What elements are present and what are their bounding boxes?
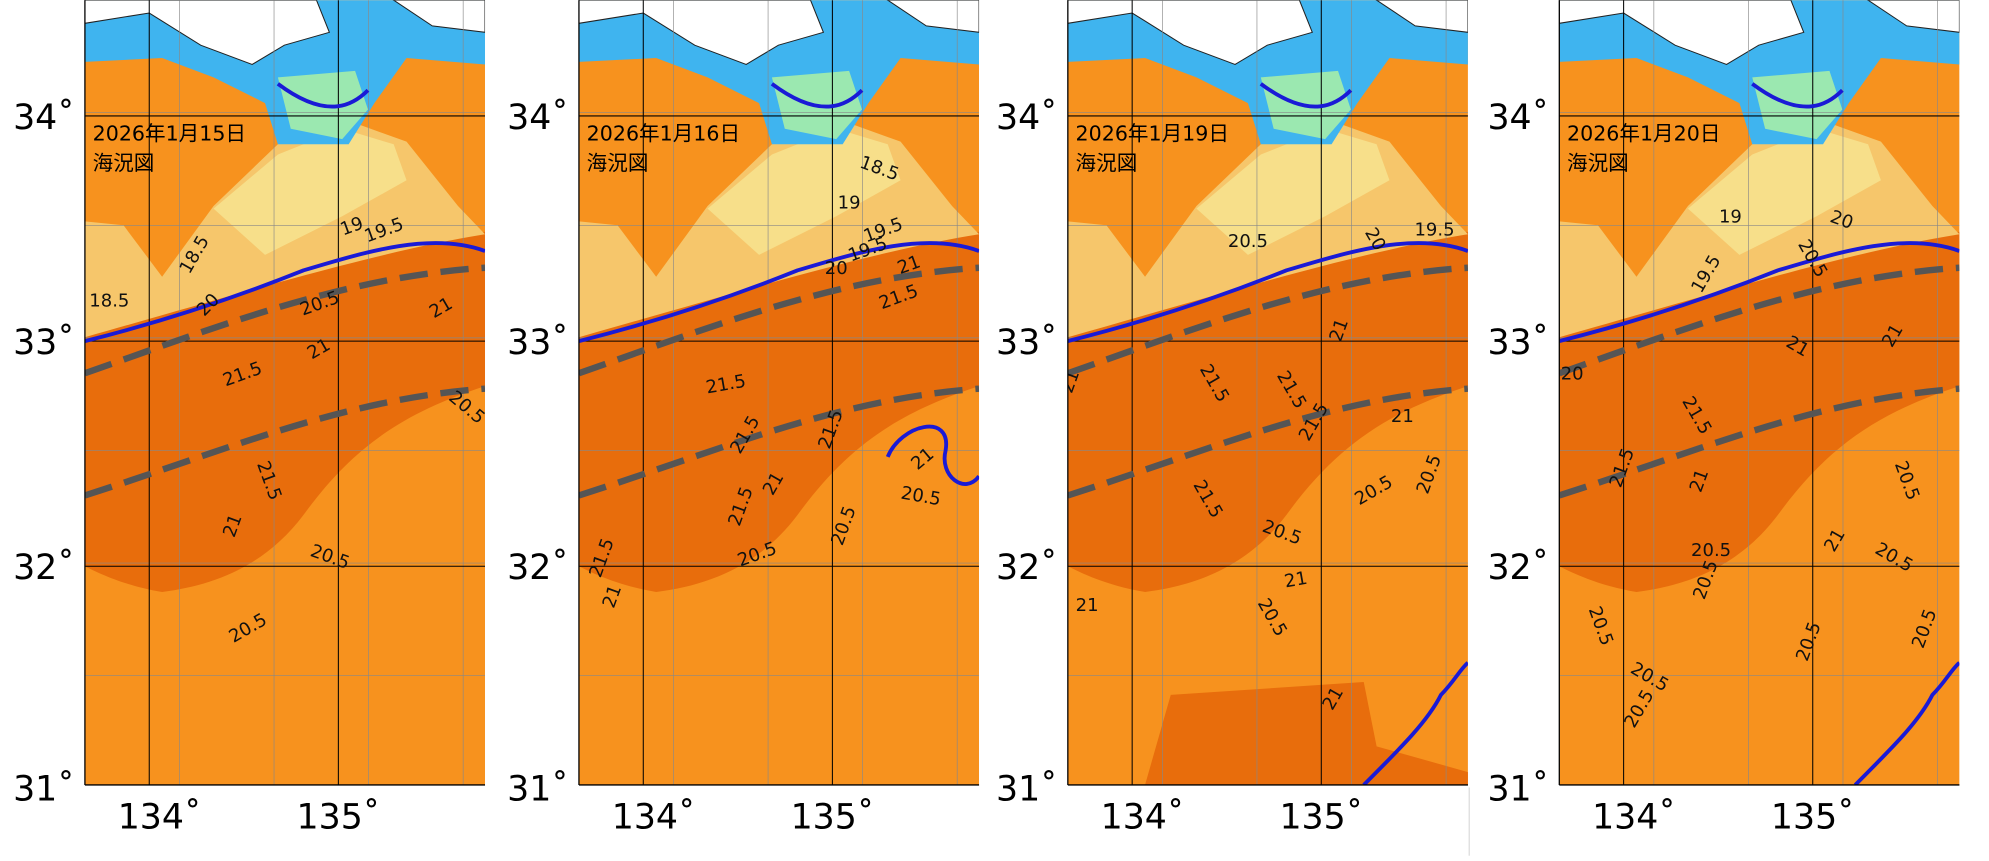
lon-label: 135˚ <box>1279 797 1363 838</box>
front-line <box>1559 241 1960 343</box>
front-line <box>1362 661 1468 785</box>
contour-label: 19 <box>1719 207 1742 228</box>
front-line <box>770 82 864 109</box>
contour-label: 21 <box>1076 595 1099 616</box>
panel-title: 海況図 <box>1076 151 1138 175</box>
lon-label: 134˚ <box>612 797 696 838</box>
panel-date: 2026年1月20日 <box>1567 121 1720 145</box>
front-line <box>276 82 370 109</box>
land <box>1067 0 1313 66</box>
lat-label: 34˚ <box>13 97 75 138</box>
land <box>1559 0 1805 66</box>
sea-cool <box>1687 128 1881 255</box>
lat-label: 33˚ <box>13 322 75 363</box>
lon-label: 135˚ <box>297 797 381 838</box>
contour-label: 21 <box>1391 406 1414 427</box>
panel-date: 2026年1月16日 <box>587 121 740 145</box>
contour-label: 20 <box>1561 364 1584 385</box>
sea-cool <box>213 128 407 255</box>
sea-cold <box>1067 0 1468 145</box>
sea-cold <box>84 0 486 145</box>
panel-title: 海況図 <box>1567 151 1629 175</box>
lat-label: 34˚ <box>996 97 1058 138</box>
land <box>84 0 331 66</box>
lon-label: 135˚ <box>1771 797 1855 838</box>
lat-label: 32˚ <box>1487 547 1549 588</box>
lat-label: 31˚ <box>1487 768 1549 809</box>
front-line <box>1751 82 1844 109</box>
front-line <box>1853 661 1960 785</box>
lat-label: 33˚ <box>1487 322 1549 363</box>
land <box>392 0 486 33</box>
front-line <box>1259 82 1353 109</box>
sea-cool <box>1196 128 1390 255</box>
current-axis <box>84 385 486 499</box>
panel-title: 海況図 <box>587 151 649 175</box>
lon-label: 134˚ <box>1101 797 1185 838</box>
contour-label: 19.5 <box>1414 220 1454 241</box>
lat-label: 31˚ <box>13 768 75 809</box>
contour-label: 20.5 <box>1228 231 1268 252</box>
lat-label: 31˚ <box>996 768 1058 809</box>
contour-label: 20.5 <box>1691 540 1731 561</box>
lat-label: 34˚ <box>1487 97 1549 138</box>
lon-label: 134˚ <box>1592 797 1676 838</box>
lon-label: 134˚ <box>118 797 202 838</box>
lon-label: 135˚ <box>791 797 875 838</box>
current-axis <box>1067 264 1468 377</box>
sea-cool <box>707 128 901 255</box>
front-line <box>1067 241 1468 343</box>
lat-label: 33˚ <box>507 322 569 363</box>
lat-label: 31˚ <box>507 768 569 809</box>
land <box>886 0 980 33</box>
lat-label: 33˚ <box>996 322 1058 363</box>
sea-warmer <box>1559 231 1960 592</box>
panel-date: 2026年1月15日 <box>93 121 246 145</box>
lat-label: 34˚ <box>507 97 569 138</box>
lat-label: 32˚ <box>507 547 569 588</box>
panel-date: 2026年1月19日 <box>1076 121 1229 145</box>
current-axis <box>1067 385 1468 499</box>
sea-cold <box>1559 0 1960 145</box>
sea-warmer <box>84 231 486 592</box>
current-axis <box>578 264 980 377</box>
contour-label: 20 <box>825 258 848 279</box>
lat-label: 32˚ <box>996 547 1058 588</box>
current-axis <box>84 264 486 377</box>
current-axis <box>1559 385 1960 499</box>
contour-label: 19 <box>838 193 861 214</box>
contour-label: 18.5 <box>89 290 129 311</box>
sea-warmer <box>578 231 980 592</box>
contour-label: 21 <box>1283 568 1309 593</box>
land <box>578 0 825 66</box>
land <box>1867 0 1960 33</box>
current-axis <box>578 385 980 499</box>
front-line <box>578 241 980 343</box>
panel-title: 海況図 <box>93 151 155 175</box>
lat-label: 32˚ <box>13 547 75 588</box>
current-axis <box>1559 264 1960 377</box>
front-line <box>885 424 980 486</box>
sea-warmer <box>1067 231 1468 592</box>
land <box>1375 0 1468 33</box>
front-line <box>84 241 486 343</box>
sea-cold <box>578 0 980 145</box>
